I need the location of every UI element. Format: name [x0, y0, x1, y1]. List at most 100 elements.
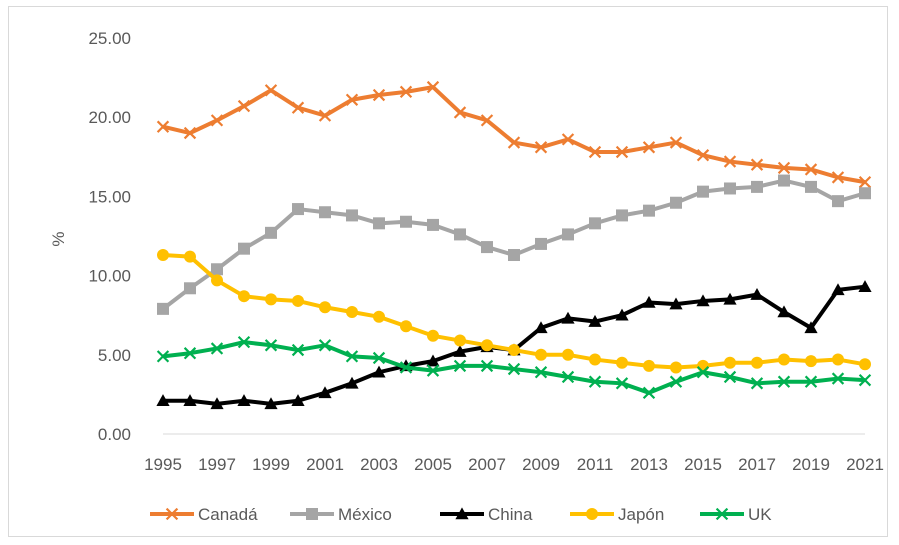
data-point — [480, 359, 494, 373]
x-tick-label: 2005 — [414, 455, 452, 474]
data-point — [481, 241, 493, 254]
data-point — [453, 345, 467, 357]
x-tick-label: 2019 — [792, 455, 830, 474]
data-point — [724, 356, 736, 369]
data-point — [534, 321, 548, 334]
data-point — [346, 306, 358, 319]
data-point — [642, 386, 656, 399]
data-point — [750, 158, 764, 171]
data-point — [210, 342, 224, 355]
data-point — [454, 228, 466, 241]
data-point — [481, 339, 493, 352]
data-point — [306, 508, 318, 520]
data-point — [264, 339, 278, 352]
x-tick-label: 1999 — [252, 455, 290, 474]
data-point — [832, 195, 844, 208]
data-point — [291, 394, 305, 407]
data-point — [453, 106, 467, 119]
data-point — [642, 295, 656, 308]
chart-frame — [8, 6, 888, 537]
data-point — [156, 394, 170, 407]
data-point — [562, 228, 574, 241]
series-méxico — [157, 174, 871, 315]
y-axis-label: % — [49, 231, 68, 246]
data-point — [534, 366, 548, 379]
data-point — [427, 329, 439, 342]
data-point — [427, 218, 439, 231]
data-point — [588, 314, 602, 327]
data-point — [318, 109, 332, 122]
y-tick-label: 25.00 — [88, 29, 131, 48]
data-point — [777, 375, 791, 388]
data-point — [345, 350, 359, 363]
data-point — [831, 171, 845, 184]
legend-item: Canadá — [150, 505, 258, 524]
x-tick-label: 1995 — [144, 455, 182, 474]
series-layer — [156, 80, 872, 410]
data-point — [858, 280, 872, 292]
x-tick-label: 1997 — [198, 455, 236, 474]
x-tick-label: 2013 — [630, 455, 668, 474]
data-point — [642, 141, 656, 154]
data-point — [265, 226, 277, 239]
data-point — [372, 365, 386, 378]
data-point — [588, 145, 602, 159]
y-tick-label: 10.00 — [88, 267, 131, 286]
data-point — [696, 149, 710, 162]
legend-item: China — [440, 505, 533, 524]
data-point — [804, 375, 818, 388]
data-point — [670, 196, 682, 209]
data-point — [670, 361, 682, 374]
data-point — [777, 161, 791, 175]
data-point — [183, 394, 197, 407]
x-tick-label: 2003 — [360, 455, 398, 474]
data-point — [399, 85, 413, 99]
data-point — [696, 366, 710, 379]
x-tick-label: 2001 — [306, 455, 344, 474]
legend: Canadá México China Japón UK — [150, 505, 772, 524]
data-point — [507, 136, 521, 149]
data-point — [832, 353, 844, 366]
data-point — [588, 375, 602, 388]
data-point — [264, 84, 278, 97]
data-point — [804, 321, 818, 334]
data-point — [183, 126, 197, 140]
data-point — [589, 217, 601, 230]
data-point — [507, 362, 521, 376]
data-point — [615, 145, 629, 159]
data-point — [508, 344, 520, 357]
series-japón — [157, 249, 871, 374]
data-point — [157, 249, 169, 262]
data-point — [561, 370, 575, 384]
data-point — [697, 185, 709, 198]
data-point — [561, 133, 575, 146]
data-point — [156, 350, 170, 363]
data-point — [346, 209, 358, 222]
data-point — [373, 310, 385, 323]
data-point — [615, 377, 629, 390]
data-point — [345, 376, 359, 389]
data-point — [858, 373, 872, 387]
data-point — [805, 355, 817, 368]
data-point — [751, 180, 763, 193]
data-point — [265, 293, 277, 306]
x-tick-label: 2015 — [684, 455, 722, 474]
data-point — [669, 136, 683, 149]
data-point — [777, 305, 791, 318]
data-point — [165, 507, 179, 521]
data-point — [589, 353, 601, 366]
y-tick-label: 5.00 — [98, 346, 131, 365]
data-point — [157, 302, 169, 315]
data-point — [535, 348, 547, 361]
legend-label: Japón — [618, 505, 664, 524]
x-tick-label: 2009 — [522, 455, 560, 474]
data-point — [264, 397, 278, 410]
data-point — [238, 242, 250, 255]
data-point — [211, 263, 223, 276]
data-point — [804, 163, 818, 176]
data-point — [291, 101, 305, 114]
data-point — [696, 294, 710, 307]
data-point — [831, 372, 845, 385]
y-tick-label: 0.00 — [98, 425, 131, 444]
